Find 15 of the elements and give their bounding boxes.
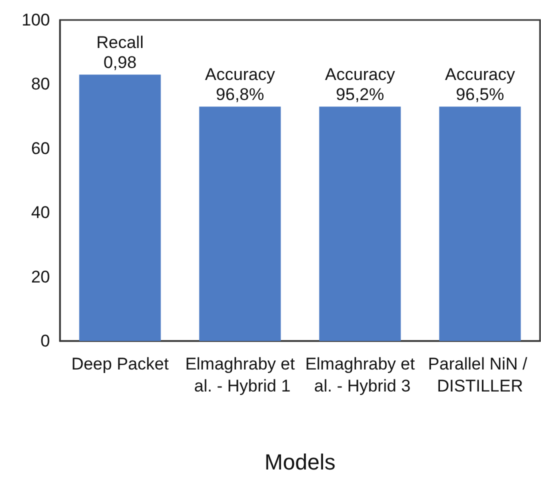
annotation: Accuracy 95,2% [325,65,396,104]
x-tick-label: Parallel NiN / DISTILLER [428,354,532,396]
x-tick-label: Deep Packet [71,354,169,374]
x-axis-title: Models [264,450,336,474]
y-tick-label: 20 [31,267,50,286]
y-tick-label: 60 [31,138,50,158]
annotation: Accuracy 96,8% [205,65,276,104]
y-tick-label: 100 [22,10,50,30]
y-tick-label: 40 [31,203,50,222]
annotation: Accuracy 96,5% [445,65,516,104]
annotation: Recall 0,98 [96,33,144,72]
x-tick-label: Elmaghraby et al. - Hybrid 1 [185,354,296,396]
x-tick-label: Elmaghraby et al. - Hybrid 3 [305,354,416,396]
y-tick-label: 0 [40,332,50,350]
y-tick-label: 80 [31,74,50,94]
